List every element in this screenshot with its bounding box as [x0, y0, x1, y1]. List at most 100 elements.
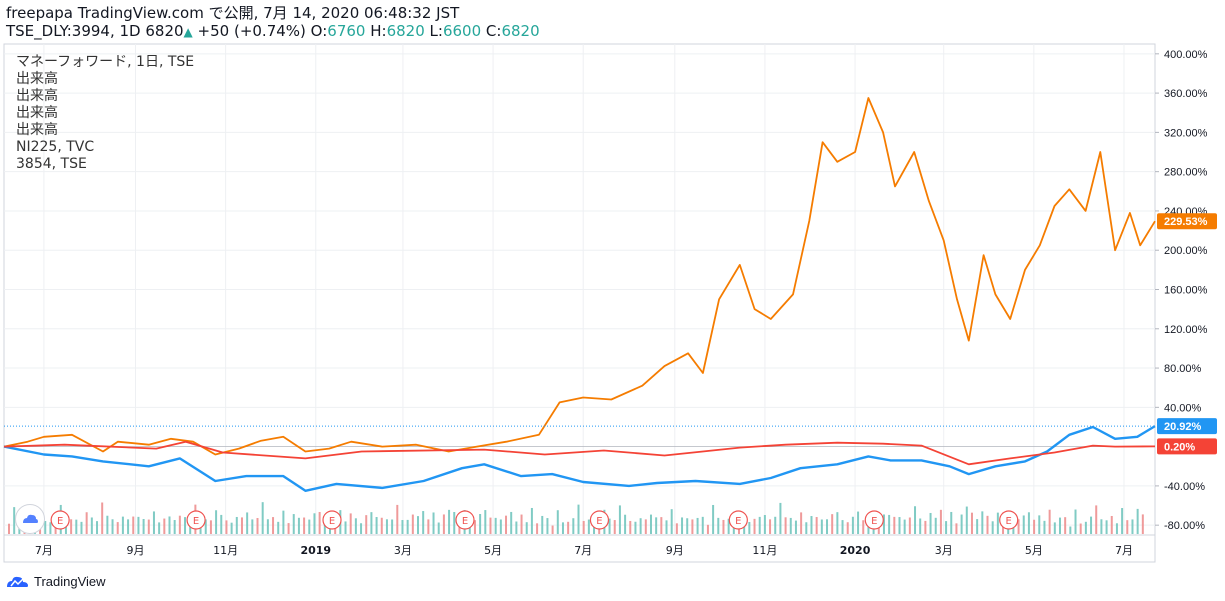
up-arrow-icon: ▲: [183, 25, 193, 39]
earnings-marker[interactable]: [50, 510, 70, 530]
volume-bar: [857, 511, 860, 534]
legend-item[interactable]: マネーフォワード, 1日, TSE: [16, 54, 195, 70]
ohlc-line: TSE_DLY:3994, 1D 6820▲ +50 (+0.74%) O:67…: [6, 22, 540, 41]
volume-bar: [587, 519, 590, 534]
cloud-logo-icon[interactable]: [15, 504, 45, 534]
volume-bar: [758, 516, 761, 534]
volume-bar: [318, 511, 321, 534]
volume-bar: [665, 520, 668, 534]
tradingview-logo-icon: [7, 576, 28, 587]
earnings-marker[interactable]: [589, 510, 610, 530]
volume-bar: [763, 515, 766, 534]
series-line[interactable]: [3, 425, 1156, 492]
volume-bar: [934, 517, 937, 534]
x-tick-label: 9月: [127, 544, 145, 557]
footer: TradingView: [6, 574, 106, 589]
earnings-marker[interactable]: [186, 510, 206, 530]
volume-bar: [282, 510, 285, 534]
legend-item[interactable]: 出来高: [16, 71, 58, 87]
volume-bar: [1017, 519, 1020, 534]
volume-bar: [147, 519, 150, 534]
volume-bar: [1136, 508, 1139, 534]
volume-bar: [225, 520, 228, 534]
volume-bar: [1043, 520, 1046, 534]
volume-bar: [261, 502, 264, 534]
volume-bar: [706, 524, 709, 534]
series-line[interactable]: [3, 97, 1156, 456]
volume-bar: [158, 522, 161, 534]
volume-bar: [960, 514, 963, 534]
volume-bar: [313, 513, 316, 534]
low-label: L:: [424, 22, 443, 40]
volume-bar: [184, 517, 187, 534]
last-value-tag: [1157, 213, 1217, 230]
volume-bar: [1126, 520, 1129, 534]
volume-bar: [266, 519, 269, 534]
earnings-marker[interactable]: [999, 510, 1019, 530]
legend-item[interactable]: 3854, TSE: [16, 156, 87, 172]
volume-bar: [779, 502, 782, 534]
y-tick-label: 280.00%: [1164, 167, 1208, 179]
volume-bar: [209, 520, 212, 534]
volume-bar: [831, 514, 834, 534]
earnings-marker-label: E: [329, 516, 335, 527]
earnings-marker[interactable]: [455, 510, 475, 530]
series-line[interactable]: [3, 440, 1156, 466]
volume-bar: [1074, 509, 1077, 534]
volume-bar: [354, 518, 357, 534]
volume-bar: [1048, 509, 1051, 534]
x-tick-label: 11月: [752, 544, 777, 557]
volume-bar: [137, 516, 140, 534]
change-value: +50 (+0.74%): [192, 22, 311, 40]
last-value-tag: [1157, 438, 1217, 455]
volume-bar: [106, 515, 109, 534]
volume-bar: [230, 522, 233, 534]
volume-bar: [173, 520, 176, 534]
earnings-marker[interactable]: [728, 510, 748, 530]
volume-bar: [520, 514, 523, 534]
volume-bar: [204, 519, 207, 534]
volume-bar: [836, 512, 839, 534]
volume-bar: [101, 502, 104, 534]
volume-bar: [634, 521, 637, 534]
volume-bar: [970, 512, 973, 534]
volume-bar: [541, 515, 544, 534]
volume-bar: [996, 512, 999, 534]
volume-bar: [49, 522, 52, 534]
earnings-marker-label: E: [57, 516, 63, 527]
legend-item[interactable]: NI225, TVC: [16, 139, 95, 155]
x-tick-label: 11月: [213, 544, 238, 557]
earnings-marker[interactable]: [322, 510, 342, 530]
earnings-marker-label: E: [871, 516, 877, 527]
volume-bar: [1131, 519, 1134, 534]
volume-bar: [1100, 519, 1103, 534]
volume-bar: [815, 517, 818, 534]
volume-bar: [1105, 520, 1108, 534]
volume-bar: [841, 520, 844, 534]
volume-bar: [251, 519, 254, 534]
volume-bar: [877, 524, 880, 534]
legend-item[interactable]: 出来高: [16, 88, 58, 104]
last-value-tag: [1157, 418, 1217, 435]
volume-bar: [727, 518, 730, 534]
y-tick-label: 80.00%: [1164, 363, 1202, 375]
volume-bar: [1084, 521, 1087, 534]
volume-bar: [670, 509, 673, 534]
volume-bar: [240, 517, 243, 534]
earnings-marker[interactable]: [864, 510, 884, 530]
volume-bar: [965, 506, 968, 534]
volume-bar: [846, 522, 849, 534]
publish-line: freepapa TradingView.com で公開, 7月 14, 202…: [6, 4, 460, 22]
x-tick-label: 5月: [1025, 544, 1043, 557]
y-tick-label: 40.00%: [1164, 402, 1202, 414]
last-value-label: 0.20%: [1164, 441, 1195, 453]
volume-bar: [323, 521, 326, 534]
volume-bar: [691, 519, 694, 534]
volume-bar: [189, 524, 192, 534]
legend-item[interactable]: 出来高: [16, 122, 58, 138]
volume-bar: [908, 517, 911, 534]
volume-bar: [1038, 515, 1041, 534]
legend-item[interactable]: 出来高: [16, 105, 58, 121]
volume-bar: [406, 519, 409, 534]
